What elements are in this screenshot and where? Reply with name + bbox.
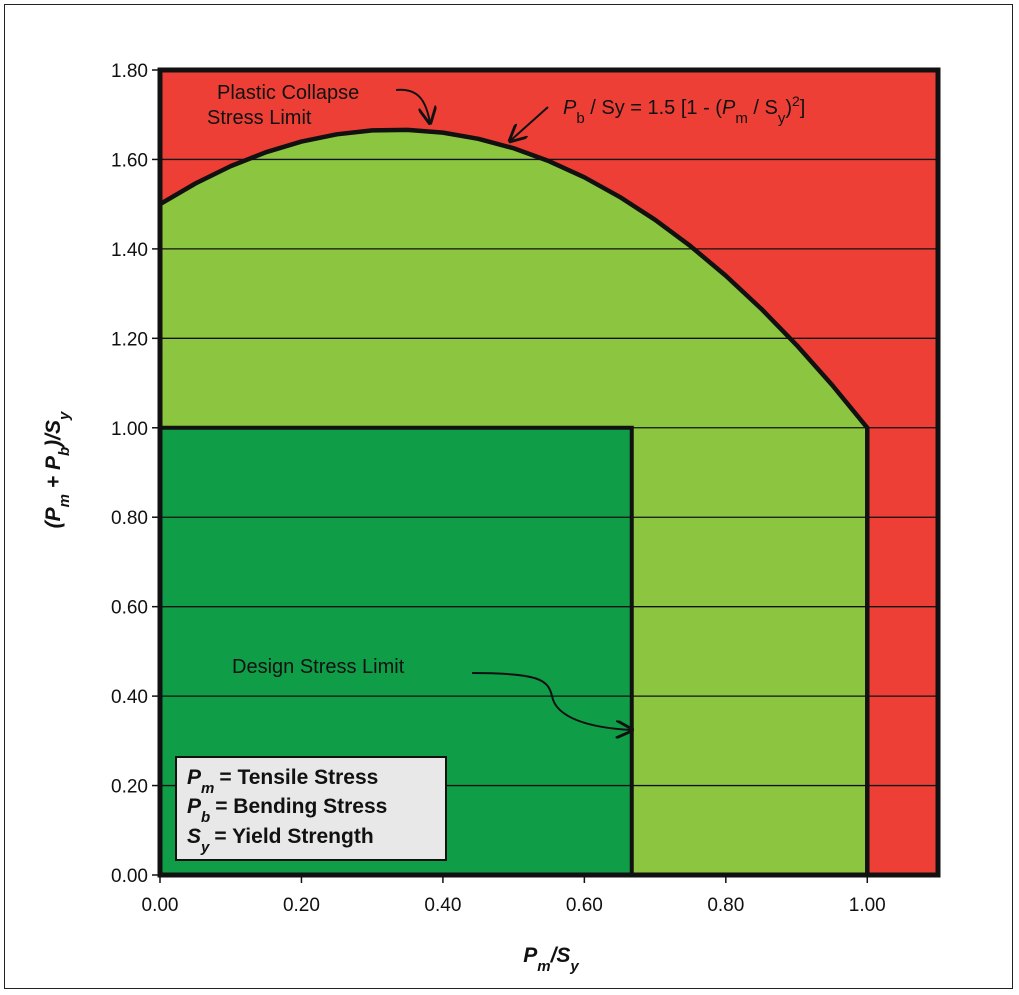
y-tick-label: 1.40 <box>111 240 148 261</box>
x-tick-label: 0.40 <box>424 895 461 916</box>
design-stress-label: Design Stress Limit <box>232 656 405 678</box>
y-tick-label: 1.60 <box>111 150 148 171</box>
legend-entry-tensile: Pm = Tensile Stress <box>187 766 378 797</box>
legend: Pm = Tensile Stress Pb = Bending Stress Sy… <box>175 756 447 861</box>
y-tick-label: 1.20 <box>111 329 148 350</box>
legend-box <box>175 756 447 861</box>
x-tick-label: 0.20 <box>283 895 320 916</box>
plastic-collapse-arrow <box>395 88 430 123</box>
y-tick-label: 0.00 <box>111 866 148 887</box>
legend-entry-bending: Pb = Bending Stress <box>187 795 387 826</box>
y-tick-labels: 0.00 0.20 0.40 0.60 0.80 1.00 1.20 1.40 1.60 1.80 <box>111 61 148 887</box>
y-tick-label: 0.40 <box>111 687 148 708</box>
legend-entry-yield: Sy = Yield Strength <box>187 825 374 856</box>
x-tick-label: 0.00 <box>142 895 179 916</box>
design-stress-arrow <box>471 672 632 730</box>
y-tick-label: 0.60 <box>111 598 148 619</box>
x-tick-label: 0.80 <box>707 895 744 916</box>
plastic-collapse-label: Plastic Collapse <box>217 82 359 104</box>
formula-arrow <box>510 106 549 141</box>
x-tick-labels: 0.00 0.20 0.40 0.60 0.80 1.00 <box>142 895 886 916</box>
y-tick-label: 1.00 <box>111 419 148 440</box>
plastic-collapse-label-line2: Stress Limit <box>207 107 312 129</box>
y-tick-label: 0.20 <box>111 777 148 798</box>
x-axis-title: Pm/Sy <box>523 944 579 975</box>
plot-border <box>157 67 941 878</box>
y-tick-label: 0.80 <box>111 508 148 529</box>
y-axis-title: (Pm + Pb)/Sy <box>42 411 73 528</box>
y-tick-label: 1.80 <box>111 61 148 82</box>
plastic-collapse-curve <box>158 127 870 875</box>
x-tick-label: 1.00 <box>849 895 886 916</box>
formula-annotation: Pb / Sy = 1.5 [1 - (Pm / Sy)2] <box>563 93 805 127</box>
x-tick-label: 0.60 <box>566 895 603 916</box>
